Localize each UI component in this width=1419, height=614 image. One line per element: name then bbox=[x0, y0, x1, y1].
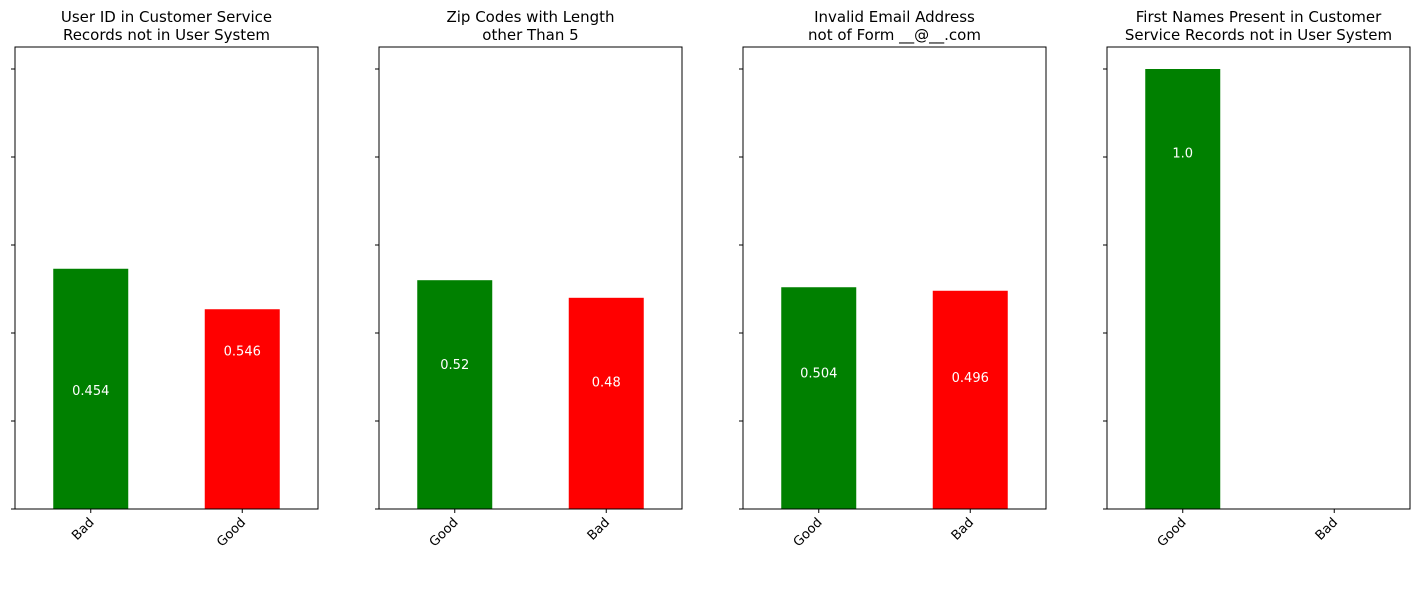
bar bbox=[932, 290, 1008, 509]
plot-frame bbox=[742, 46, 1047, 510]
chart-title-line: First Names Present in Customer bbox=[1136, 8, 1382, 26]
chart-title-line: Service Records not in User System bbox=[1125, 26, 1392, 44]
bar-data-label: 0.48 bbox=[592, 375, 621, 390]
bar-data-label: 0.496 bbox=[952, 371, 989, 386]
x-tick-label: Good bbox=[427, 515, 462, 550]
chart-title-line: not of Form __@__.com bbox=[808, 26, 981, 45]
bar bbox=[1145, 69, 1221, 509]
bar bbox=[417, 280, 493, 509]
bar bbox=[781, 287, 857, 509]
plot-frame bbox=[378, 46, 683, 510]
x-tick-label: Good bbox=[1155, 515, 1190, 550]
bar-data-label: 0.454 bbox=[72, 384, 109, 399]
chart-title-line: User ID in Customer Service bbox=[61, 8, 272, 26]
chart-title-line: other Than 5 bbox=[482, 26, 578, 44]
chart-title-line: Invalid Email Address bbox=[814, 8, 975, 26]
chart-title-line: Records not in User System bbox=[63, 26, 270, 44]
x-tick-label: Good bbox=[214, 515, 249, 550]
bar-data-label: 1.0 bbox=[1172, 147, 1193, 162]
chart-title-line: Zip Codes with Length bbox=[446, 8, 614, 26]
bar bbox=[53, 268, 129, 509]
x-tick-label: Bad bbox=[1313, 515, 1341, 543]
x-tick-label: Bad bbox=[585, 515, 613, 543]
bar bbox=[204, 309, 280, 509]
bar-data-label: 0.52 bbox=[440, 358, 469, 373]
x-tick-label: Bad bbox=[69, 515, 97, 543]
plot-frame bbox=[14, 46, 319, 510]
x-tick-label: Bad bbox=[949, 515, 977, 543]
bar bbox=[568, 297, 644, 509]
bar-data-label: 0.504 bbox=[800, 367, 837, 382]
x-tick-label: Good bbox=[791, 515, 826, 550]
bar-data-label: 0.546 bbox=[224, 345, 261, 360]
plot-frame bbox=[1106, 46, 1411, 510]
